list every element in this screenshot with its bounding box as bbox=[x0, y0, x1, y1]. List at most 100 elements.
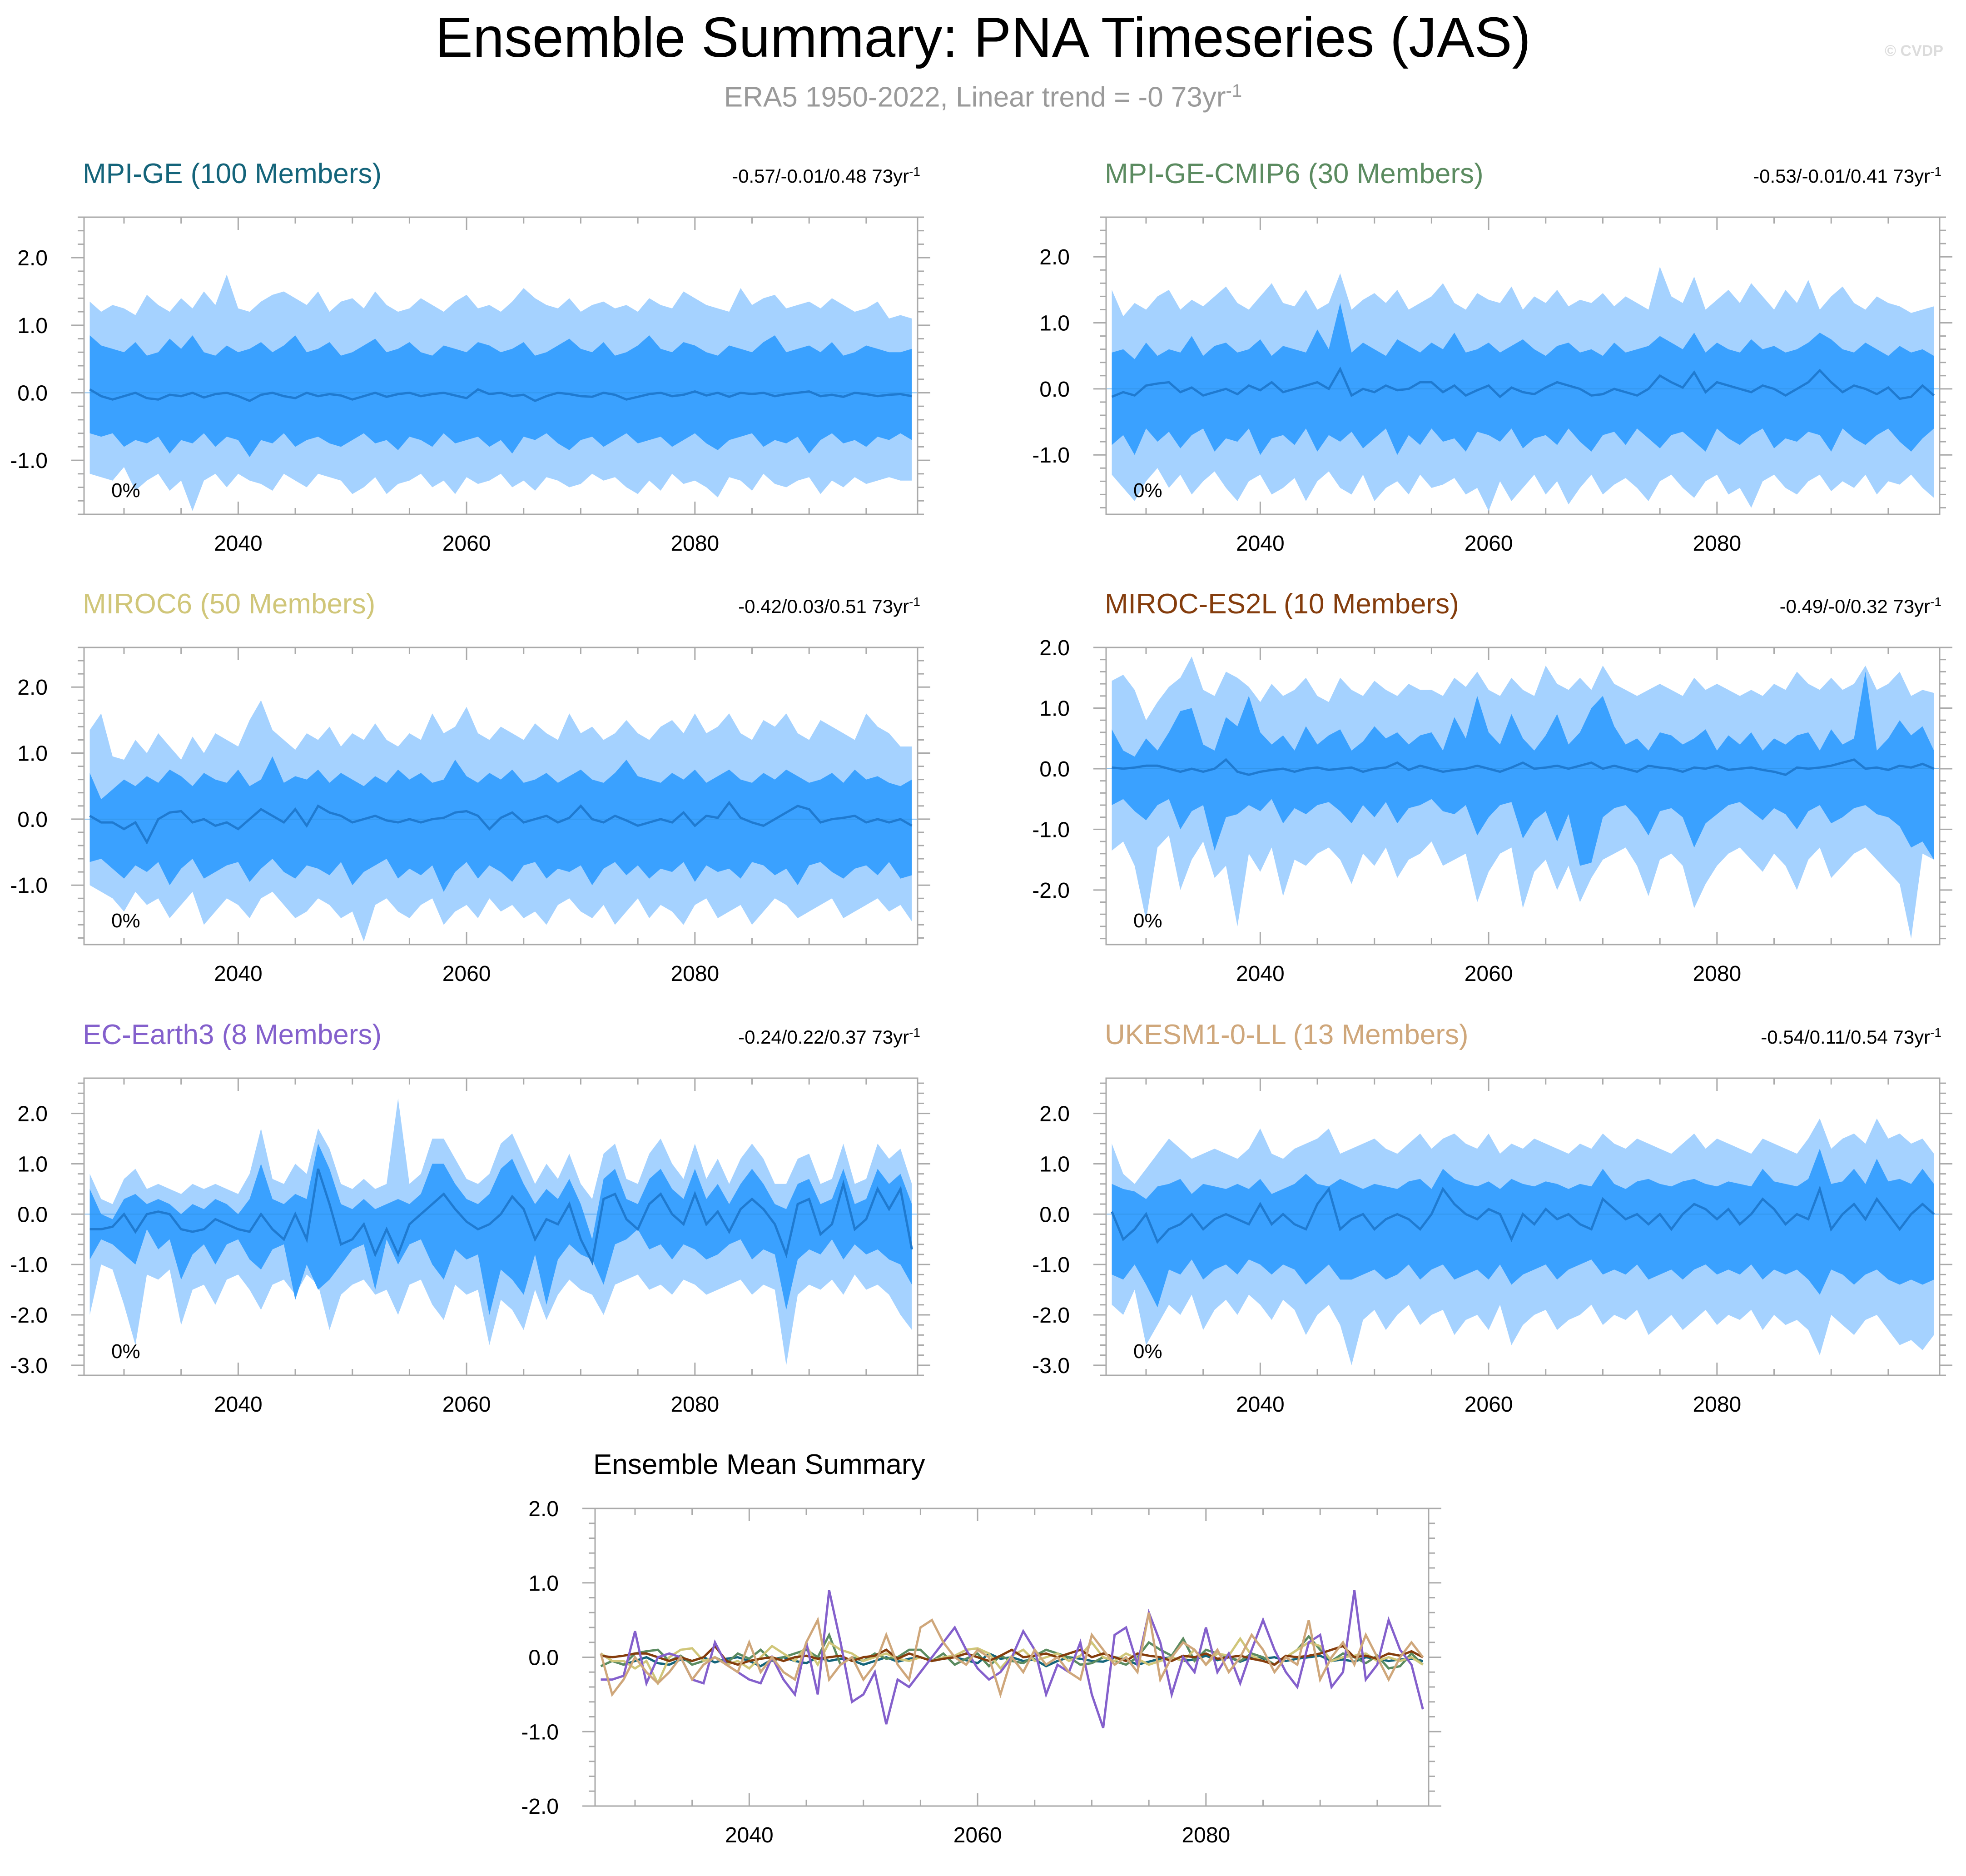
ensemble-panel-ukesm1-0-ll: 2040 2060 2080 2.0 1.0 0.0 -1.0 -2.0 -3.0 0% bbox=[1032, 1077, 1952, 1417]
x-tick-label: 2060 bbox=[1465, 532, 1513, 556]
x-tick-label: 2040 bbox=[1236, 1393, 1285, 1417]
mean-series-line bbox=[601, 1644, 1424, 1666]
y-tick-label: -2.0 bbox=[10, 1304, 48, 1328]
x-tick-label: 2080 bbox=[1693, 962, 1741, 986]
ensemble-median-line bbox=[1111, 366, 1935, 400]
plot-frame-top bbox=[1105, 647, 1941, 945]
y-tick-label: 2.0 bbox=[17, 1102, 48, 1126]
ensemble-median-line bbox=[1111, 1185, 1935, 1244]
panel-trend-mpi-ge: -0.57/-0.01/0.48 73yr-1 bbox=[732, 164, 920, 187]
x-tick-label: 2060 bbox=[442, 1393, 491, 1417]
y-tick-label: 0.0 bbox=[17, 808, 48, 832]
panel-trend-ukesm1-0-ll: -0.54/0.11/0.54 73yr-1 bbox=[1761, 1025, 1941, 1048]
y-tick-label: -1.0 bbox=[1032, 1253, 1070, 1277]
y-tick-label: 0.0 bbox=[1039, 1203, 1070, 1227]
panel-trend-miroc-es2l: -0.49/-0/0.32 73yr-1 bbox=[1780, 595, 1941, 617]
y-tick-label: 2.0 bbox=[1039, 1102, 1070, 1126]
ensemble-panel-mpi-ge-cmip6: 2040 2060 2080 2.0 1.0 0.0 -1.0 0% bbox=[1032, 216, 1952, 556]
x-tick-label: 2060 bbox=[442, 962, 491, 986]
x-tick-label: 2080 bbox=[1693, 1393, 1741, 1417]
percent-label: 0% bbox=[111, 479, 140, 502]
inner-spread-band bbox=[1112, 1149, 1934, 1308]
y-tick-label: 2.0 bbox=[1039, 245, 1070, 269]
plot-frame-top bbox=[83, 216, 918, 515]
page-title: Ensemble Summary: PNA Timeseries (JAS) bbox=[435, 6, 1531, 69]
y-tick-label: -1.0 bbox=[1032, 818, 1070, 842]
panel-title-ukesm1-0-ll: UKESM1-0-LL (13 Members) bbox=[1105, 1019, 1469, 1050]
panel-title-miroc6: MIROC6 (50 Members) bbox=[83, 588, 376, 620]
x-tick-label: 2040 bbox=[214, 962, 263, 986]
y-tick-label: 0.0 bbox=[1039, 378, 1070, 402]
y-tick-label: 2.0 bbox=[17, 676, 48, 700]
panel-trend-ec-earth3: -0.24/0.22/0.37 73yr-1 bbox=[738, 1025, 920, 1048]
y-tick-label: 1.0 bbox=[17, 1152, 48, 1176]
ensemble-panel-miroc-es2l: 2040 2060 2080 2.0 1.0 0.0 -1.0 -2.0 0% bbox=[1032, 636, 1952, 986]
y-tick-label: 0.0 bbox=[17, 1203, 48, 1227]
panel-title-miroc-es2l: MIROC-ES2L (10 Members) bbox=[1105, 588, 1459, 620]
x-tick-label: 2060 bbox=[1465, 962, 1513, 986]
y-tick-label: 2.0 bbox=[17, 246, 48, 270]
y-tick-label: -3.0 bbox=[10, 1354, 48, 1378]
x-tick-label: 2060 bbox=[953, 1823, 1002, 1847]
y-tick-label: -1.0 bbox=[10, 1253, 48, 1277]
inner-spread-band bbox=[89, 756, 912, 892]
ensemble-median-line bbox=[89, 1168, 913, 1266]
y-tick-label: 0.0 bbox=[1039, 757, 1070, 781]
trend-text: -0.54/0.11/0.54 73yr bbox=[1761, 1026, 1931, 1048]
plot-frame-top bbox=[1105, 216, 1941, 515]
subtitle-superscript: -1 bbox=[1226, 81, 1242, 101]
trend-sup: -1 bbox=[1930, 595, 1941, 609]
plot-frame-top bbox=[1105, 1077, 1941, 1376]
inner-spread-band bbox=[89, 1144, 912, 1315]
ensemble-panel-miroc6: 2040 2060 2080 2.0 1.0 0.0 -1.0 0% bbox=[10, 647, 930, 986]
x-tick-label: 2080 bbox=[670, 962, 719, 986]
percent-label: 0% bbox=[111, 1340, 140, 1363]
y-tick-label: 0.0 bbox=[528, 1646, 559, 1670]
ensemble-panel-ec-earth3: 2040 2060 2080 2.0 1.0 0.0 -1.0 -2.0 -3.0 0% bbox=[10, 1077, 930, 1417]
y-tick-label: -1.0 bbox=[1032, 443, 1070, 468]
trend-sup: -1 bbox=[1930, 164, 1941, 179]
ensemble-mean-panel: 2040 2060 2080 2.0 1.0 0.0 -1.0 -2.0 bbox=[521, 1497, 1441, 1847]
y-tick-label: -1.0 bbox=[10, 874, 48, 898]
x-tick-label: 2040 bbox=[725, 1823, 774, 1847]
x-tick-label: 2080 bbox=[1693, 532, 1741, 556]
ensemble-median-line bbox=[89, 801, 913, 845]
percent-label: 0% bbox=[1133, 1340, 1162, 1363]
ensemble-median-line bbox=[1112, 758, 1935, 776]
plot-frame-top bbox=[83, 647, 918, 945]
plot-frame-top bbox=[83, 1077, 918, 1376]
x-tick-label: 2080 bbox=[670, 1393, 719, 1417]
trend-text: -0.24/0.22/0.37 73yr bbox=[738, 1026, 909, 1048]
x-tick-label: 2080 bbox=[1182, 1823, 1230, 1847]
y-tick-label: 1.0 bbox=[528, 1572, 559, 1596]
credit-watermark: © CVDP bbox=[1885, 42, 1943, 60]
y-tick-label: -3.0 bbox=[1032, 1354, 1070, 1378]
y-tick-label: 0.0 bbox=[17, 381, 48, 405]
percent-label: 0% bbox=[1133, 910, 1162, 932]
panel-trend-mpi-ge-cmip6: -0.53/-0.01/0.41 73yr-1 bbox=[1753, 164, 1941, 187]
percent-label: 0% bbox=[111, 910, 140, 932]
percent-label: 0% bbox=[1133, 479, 1162, 502]
panel-title-ec-earth3: EC-Earth3 (8 Members) bbox=[83, 1019, 382, 1050]
y-tick-label: -2.0 bbox=[521, 1795, 559, 1819]
panel-title-mpi-ge: MPI-GE (100 Members) bbox=[83, 158, 382, 189]
ensemble-panel-mpi-ge: 2040 2060 2080 2.0 1.0 0.0 -1.0 0% bbox=[10, 216, 930, 556]
y-tick-label: -2.0 bbox=[1032, 879, 1070, 903]
x-tick-label: 2060 bbox=[1465, 1393, 1513, 1417]
inner-spread-band bbox=[89, 335, 912, 457]
trend-text: -0.49/-0/0.32 73yr bbox=[1779, 596, 1931, 617]
subtitle-text: ERA5 1950-2022, Linear trend = -0 73yr bbox=[724, 81, 1226, 113]
y-tick-label: 1.0 bbox=[17, 742, 48, 766]
x-tick-label: 2080 bbox=[670, 532, 719, 556]
y-tick-label: 2.0 bbox=[528, 1497, 559, 1521]
trend-text: -0.53/-0.01/0.41 73yr bbox=[1753, 165, 1931, 187]
y-tick-label: -2.0 bbox=[1032, 1304, 1070, 1328]
y-tick-label: 1.0 bbox=[1039, 697, 1070, 721]
y-tick-label: -1.0 bbox=[10, 449, 48, 473]
mean-summary-title: Ensemble Mean Summary bbox=[593, 1449, 925, 1480]
page-subtitle: ERA5 1950-2022, Linear trend = -0 73yr-1 bbox=[0, 73, 1966, 116]
x-tick-label: 2040 bbox=[214, 1393, 263, 1417]
panel-title-mpi-ge-cmip6: MPI-GE-CMIP6 (30 Members) bbox=[1105, 158, 1484, 189]
y-tick-label: 1.0 bbox=[17, 314, 48, 338]
